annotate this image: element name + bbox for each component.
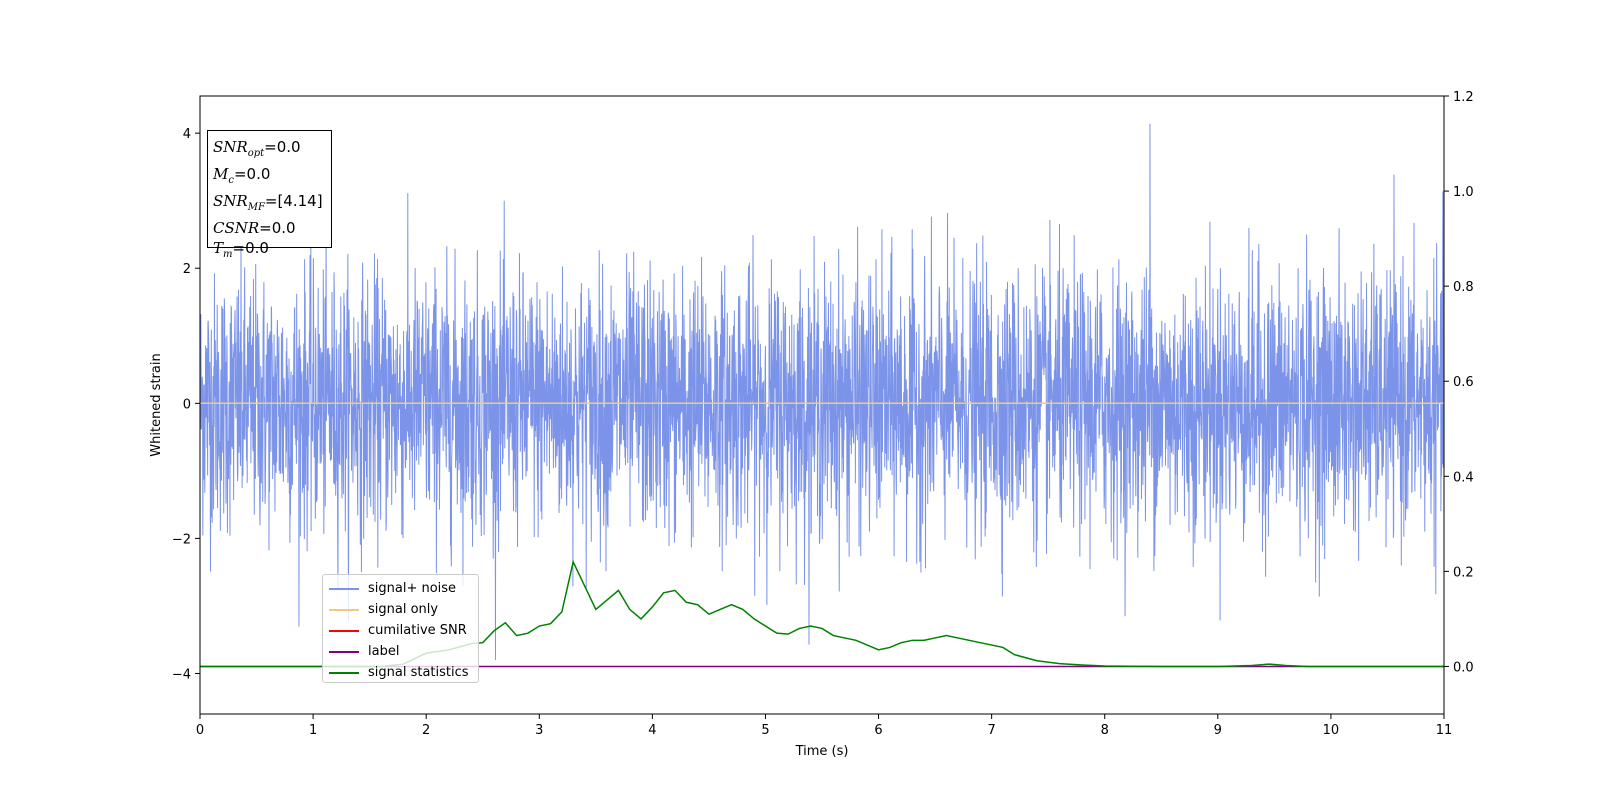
legend-swatch (329, 608, 359, 611)
mc-annotation: Mc=0.0 (213, 165, 271, 186)
stats-annotation-box: SNRopt=0.0 Mc=0.0 SNRMF=[4.14] CSNR=0.0 … (207, 130, 332, 260)
x-tick-label: 3 (535, 723, 543, 738)
legend-item-signal-statistics: signal statistics (329, 662, 478, 683)
legend-swatch (329, 671, 359, 674)
x-tick-label: 7 (987, 723, 995, 738)
signal-noise-series (199, 123, 1445, 660)
legend-item-signal-only: signal only (329, 599, 478, 620)
x-axis: 0 1 2 3 4 5 6 7 8 9 10 11 (196, 714, 1452, 738)
x-tick-label: 9 (1214, 723, 1222, 738)
snr-mf-annotation: SNRMF=[4.14] (213, 192, 323, 213)
y2-tick-label: 0.2 (1453, 565, 1474, 580)
y-tick-label: 0 (183, 397, 191, 412)
y2-tick-label: 1.0 (1453, 185, 1474, 200)
x-tick-label: 10 (1323, 723, 1340, 738)
x-tick-label: 0 (196, 723, 204, 738)
x-tick-label: 5 (761, 723, 769, 738)
y-tick-label: −2 (172, 532, 191, 547)
x-tick-label: 8 (1101, 723, 1109, 738)
legend-item-label: label (329, 641, 478, 662)
x-tick-label: 1 (309, 723, 317, 738)
y-tick-label: −4 (172, 667, 191, 682)
y2-tick-label: 0.6 (1453, 375, 1474, 390)
legend-swatch (329, 650, 359, 653)
legend-swatch (329, 587, 359, 590)
plot-frame (199, 95, 1445, 715)
legend-swatch (329, 629, 359, 632)
legend: signal+ noise signal only cumilative SNR… (322, 574, 479, 683)
y2-tick-label: 1.2 (1453, 90, 1474, 105)
y-axis-right: 1.2 1.0 0.8 0.6 0.4 0.2 0.0 (1444, 90, 1474, 675)
x-tick-label: 2 (422, 723, 430, 738)
x-axis-label: Time (s) (795, 744, 849, 759)
signal-statistics-line (200, 559, 1444, 668)
legend-item-cumulative-snr: cumilative SNR (329, 620, 478, 641)
y2-tick-label: 0.4 (1453, 470, 1474, 485)
csnr-annotation: CSNR=0.0 (213, 219, 296, 237)
y2-tick-label: 0.8 (1453, 280, 1474, 295)
snr-opt-annotation: SNRopt=0.0 (213, 138, 301, 159)
signal-noise-line (199, 123, 1445, 660)
x-tick-label: 11 (1436, 723, 1453, 738)
legend-item-signal-noise: signal+ noise (329, 578, 478, 599)
y-tick-label: 2 (183, 262, 191, 277)
y-tick-label: 4 (183, 127, 191, 142)
y-axis-label: Whitened strain (149, 353, 164, 456)
x-tick-label: 6 (874, 723, 882, 738)
y2-tick-label: 0.0 (1453, 660, 1474, 675)
tm-annotation: Tm=0.0 (213, 239, 269, 260)
y-axis-left: 4 2 0 −2 −4 (172, 127, 200, 682)
x-tick-label: 4 (648, 723, 656, 738)
